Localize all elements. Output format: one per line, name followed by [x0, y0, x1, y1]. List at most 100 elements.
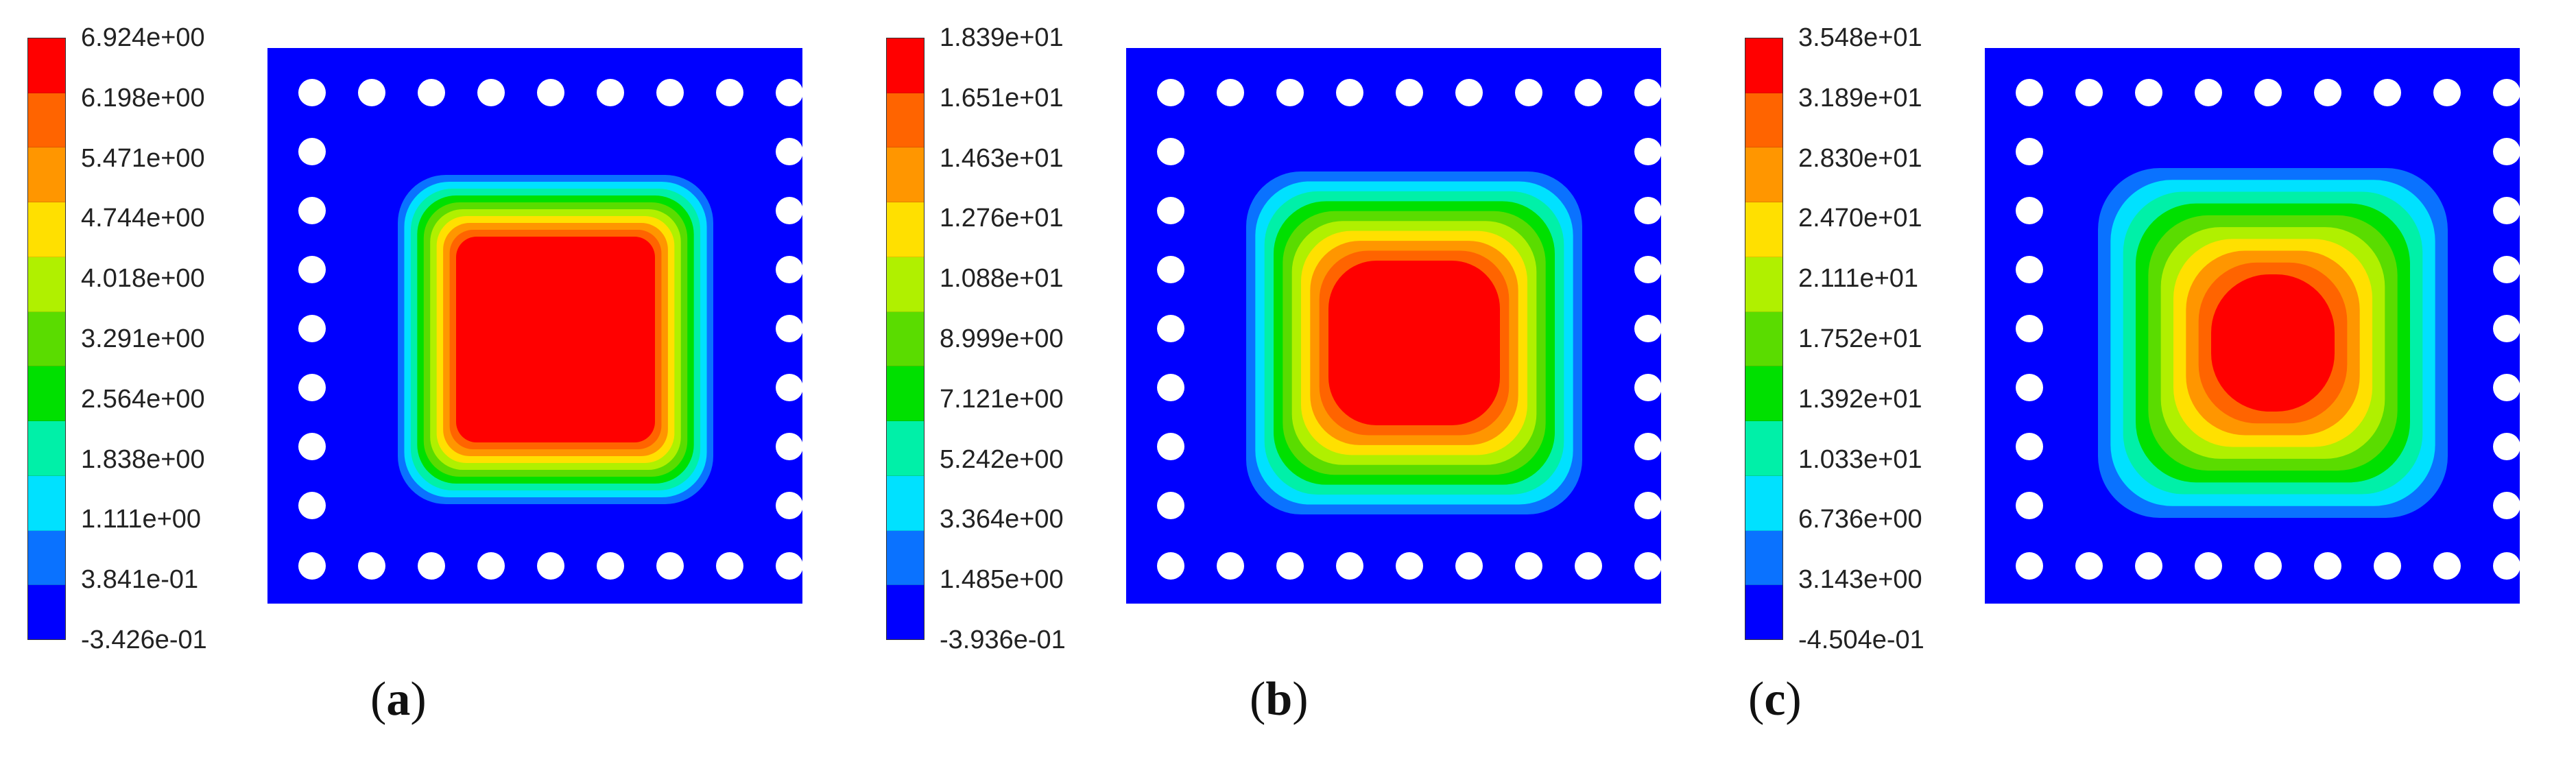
bolt-hole — [1515, 552, 1542, 580]
bolt-hole — [2195, 552, 2222, 580]
panel-caption: (b) — [1250, 673, 1309, 726]
legend-label: 4.744e+00 — [81, 204, 205, 233]
legend-label: 1.276e+01 — [940, 204, 1064, 233]
colorbar-band — [887, 366, 924, 422]
bolt-hole — [1396, 79, 1423, 106]
bolt-hole — [656, 79, 684, 106]
colorbar — [886, 38, 925, 640]
bolt-hole — [1157, 492, 1184, 519]
bolt-hole — [298, 138, 326, 165]
legend-label: 8.999e+00 — [940, 324, 1064, 353]
legend-label: 1.111e+00 — [81, 505, 202, 534]
colorbar-band — [28, 421, 65, 476]
colorbar-band — [28, 366, 65, 422]
colorbar-band — [1745, 202, 1782, 257]
bolt-hole — [298, 433, 326, 460]
colorbar-band — [1745, 311, 1782, 367]
colorbar-band — [1745, 147, 1782, 203]
panel-b: 1.839e+01 1.651e+01 1.463e+01 1.276e+01 … — [859, 0, 1717, 760]
legend-label: 6.198e+00 — [81, 84, 205, 112]
colorbar-band — [28, 202, 65, 257]
bolt-hole — [2016, 315, 2043, 342]
colorbar-band — [887, 585, 924, 640]
bolt-hole — [2016, 197, 2043, 224]
colorbar-band — [1745, 530, 1782, 586]
colorbar-band — [887, 421, 924, 476]
bolt-hole — [2016, 138, 2043, 165]
contour-svg — [1126, 48, 1662, 604]
bolt-hole — [1575, 79, 1602, 106]
bolt-hole — [2493, 79, 2520, 106]
colorbar-band — [28, 38, 65, 93]
colorbar-band — [28, 475, 65, 531]
bolt-hole — [2493, 197, 2520, 224]
bolt-hole — [2195, 79, 2222, 106]
legend-label: 2.564e+00 — [81, 385, 205, 414]
legend-label: 3.143e+00 — [1798, 565, 1922, 594]
bolt-hole — [1336, 552, 1363, 580]
colorbar-band — [887, 257, 924, 312]
bolt-hole — [298, 374, 326, 401]
colorbar-band — [887, 475, 924, 531]
legend-label: -3.426e-01 — [81, 626, 207, 654]
bolt-hole — [298, 256, 326, 283]
legend-label: 1.651e+01 — [940, 84, 1064, 112]
bolt-hole — [298, 492, 326, 519]
panel-a: 6.924e+00 6.198e+00 5.471e+00 4.744e+00 … — [0, 0, 859, 760]
bolt-hole — [1634, 315, 1662, 342]
colorbar-band — [28, 257, 65, 312]
colorbar-band — [28, 311, 65, 367]
legend-label: 6.736e+00 — [1798, 505, 1922, 534]
bolt-hole — [2135, 79, 2162, 106]
contour-svg — [267, 48, 803, 604]
colorbar-band — [887, 38, 924, 93]
legend-label: 3.189e+01 — [1798, 84, 1922, 112]
bolt-hole — [418, 552, 445, 580]
legend-label: 3.548e+01 — [1798, 23, 1922, 52]
legend-label: 1.485e+00 — [940, 565, 1064, 594]
bolt-hole — [776, 197, 803, 224]
bolt-hole — [776, 552, 803, 580]
legend-label: 1.463e+01 — [940, 144, 1064, 173]
colorbar-band — [28, 585, 65, 640]
contour-plot — [1978, 41, 2527, 610]
bolt-hole — [537, 552, 564, 580]
bolt-hole — [1634, 374, 1662, 401]
legend-label: 4.018e+00 — [81, 264, 205, 293]
bolt-hole — [716, 552, 743, 580]
bolt-hole — [1276, 552, 1304, 580]
colorbar-band — [887, 202, 924, 257]
legend-label: 3.841e-01 — [81, 565, 199, 594]
colorbar-band — [1745, 366, 1782, 422]
colorbar-band — [28, 93, 65, 148]
bolt-hole — [1634, 197, 1662, 224]
legend-label: 1.392e+01 — [1798, 385, 1922, 414]
bolt-hole — [1157, 256, 1184, 283]
colorbar-band — [28, 147, 65, 203]
bolt-hole — [2493, 552, 2520, 580]
contour-plot — [1119, 41, 1668, 610]
bolt-hole — [2433, 79, 2461, 106]
colorbar-band — [887, 93, 924, 148]
bolt-hole — [2493, 433, 2520, 460]
legend-label: 5.242e+00 — [940, 445, 1064, 474]
bolt-hole — [1515, 79, 1542, 106]
colorbar — [27, 38, 66, 640]
contour-band — [2211, 274, 2335, 412]
bolt-hole — [2493, 315, 2520, 342]
bolt-hole — [776, 433, 803, 460]
legend-label: 2.111e+01 — [1798, 264, 1919, 293]
colorbar-band — [1745, 421, 1782, 476]
bolt-hole — [477, 552, 505, 580]
bolt-hole — [776, 315, 803, 342]
bolt-hole — [358, 552, 385, 580]
colorbar-band — [1745, 585, 1782, 640]
colorbar-band — [1745, 93, 1782, 148]
bolt-hole — [2493, 138, 2520, 165]
contour-band — [1328, 261, 1500, 425]
colorbar — [1745, 38, 1783, 640]
bolt-hole — [418, 79, 445, 106]
bolt-hole — [2075, 552, 2103, 580]
bolt-hole — [2016, 374, 2043, 401]
colorbar-band — [887, 530, 924, 586]
